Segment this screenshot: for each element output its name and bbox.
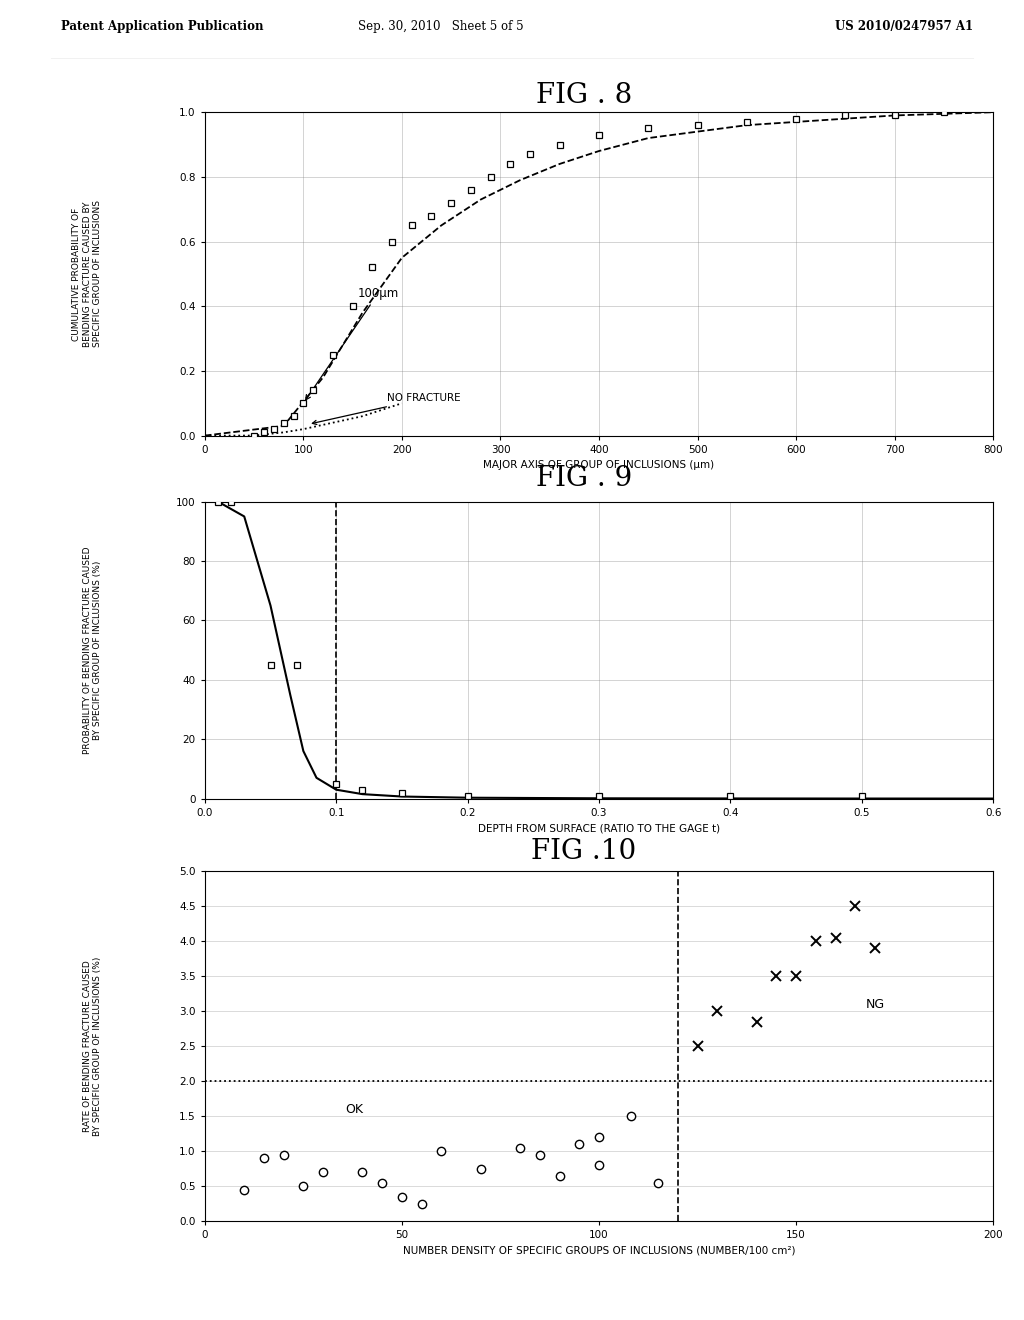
Text: Patent Application Publication: Patent Application Publication <box>61 20 264 33</box>
Y-axis label: PROBABILITY OF BENDING FRACTURE CAUSED
BY SPECIFIC GROUP OF INCLUSIONS (%): PROBABILITY OF BENDING FRACTURE CAUSED B… <box>83 546 102 754</box>
X-axis label: NUMBER DENSITY OF SPECIFIC GROUPS OF INCLUSIONS (NUMBER/100 cm²): NUMBER DENSITY OF SPECIFIC GROUPS OF INC… <box>402 1246 796 1255</box>
Text: NG: NG <box>865 998 885 1011</box>
Text: FIG . 8: FIG . 8 <box>536 82 632 108</box>
Text: FIG .10: FIG .10 <box>531 838 636 865</box>
Text: Sep. 30, 2010   Sheet 5 of 5: Sep. 30, 2010 Sheet 5 of 5 <box>357 20 523 33</box>
Text: FIG . 9: FIG . 9 <box>536 465 632 491</box>
Y-axis label: CUMULATIVE PROBABILITY OF
BENDING FRACTURE CAUSED BY
SPECIFIC GROUP OF INCLUSION: CUMULATIVE PROBABILITY OF BENDING FRACTU… <box>73 201 102 347</box>
Y-axis label: RATE OF BENDING FRACTURE CAUSED
BY SPECIFIC GROUP OF INCLUSIONS (%): RATE OF BENDING FRACTURE CAUSED BY SPECI… <box>83 957 102 1135</box>
X-axis label: MAJOR AXIS OF GROUP OF INCLUSIONS (μm): MAJOR AXIS OF GROUP OF INCLUSIONS (μm) <box>483 461 715 470</box>
Text: 100μm: 100μm <box>306 286 398 400</box>
Text: NO FRACTURE: NO FRACTURE <box>312 393 461 425</box>
Text: OK: OK <box>346 1102 364 1115</box>
X-axis label: DEPTH FROM SURFACE (RATIO TO THE GAGE t): DEPTH FROM SURFACE (RATIO TO THE GAGE t) <box>478 824 720 833</box>
Text: US 2010/0247957 A1: US 2010/0247957 A1 <box>835 20 973 33</box>
